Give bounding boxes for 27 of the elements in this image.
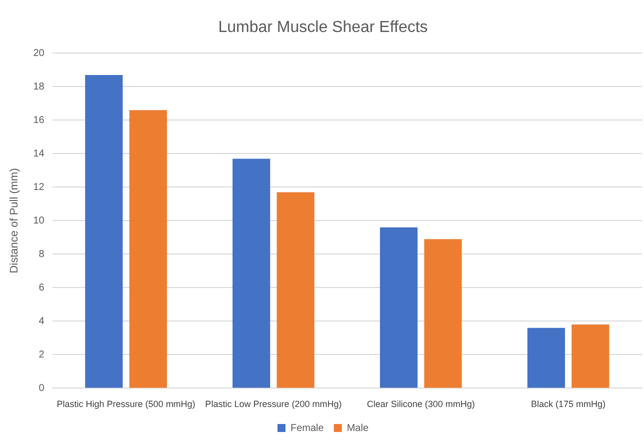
y-tick-label: 12	[33, 182, 45, 193]
legend-label: Female	[290, 422, 324, 434]
y-axis-title: Distance of Pull (mm)	[8, 168, 21, 274]
y-tick-label: 10	[33, 215, 45, 226]
chart-title: Lumbar Muscle Shear Effects	[218, 19, 428, 36]
x-tick-label: Plastic High Pressure (500 mmHg)	[56, 399, 196, 410]
bar	[424, 239, 462, 388]
x-tick-label: Clear Silicone (300 mmHg)	[366, 399, 475, 410]
y-tick-label: 8	[38, 248, 45, 260]
bar	[276, 192, 314, 388]
y-tick-label: 6	[38, 282, 45, 294]
bar	[380, 227, 418, 388]
y-tick-label: 4	[38, 316, 45, 327]
legend-label: Male	[346, 422, 369, 434]
y-tick-label: 16	[33, 114, 45, 126]
y-tick-label: 14	[33, 148, 45, 160]
bar	[232, 158, 270, 388]
bar	[129, 110, 167, 388]
x-tick-label: Black (175 mmHg)	[531, 399, 606, 410]
y-tick-label: 18	[33, 81, 45, 92]
bar	[85, 74, 123, 388]
y-tick-label: 2	[38, 349, 45, 360]
y-tick-label: 20	[33, 48, 45, 59]
bar	[527, 328, 565, 388]
x-tick-label: Plastic Low Pressure (200 mmHg)	[205, 399, 342, 410]
bar	[572, 324, 610, 388]
y-tick-label: 0	[38, 382, 45, 394]
